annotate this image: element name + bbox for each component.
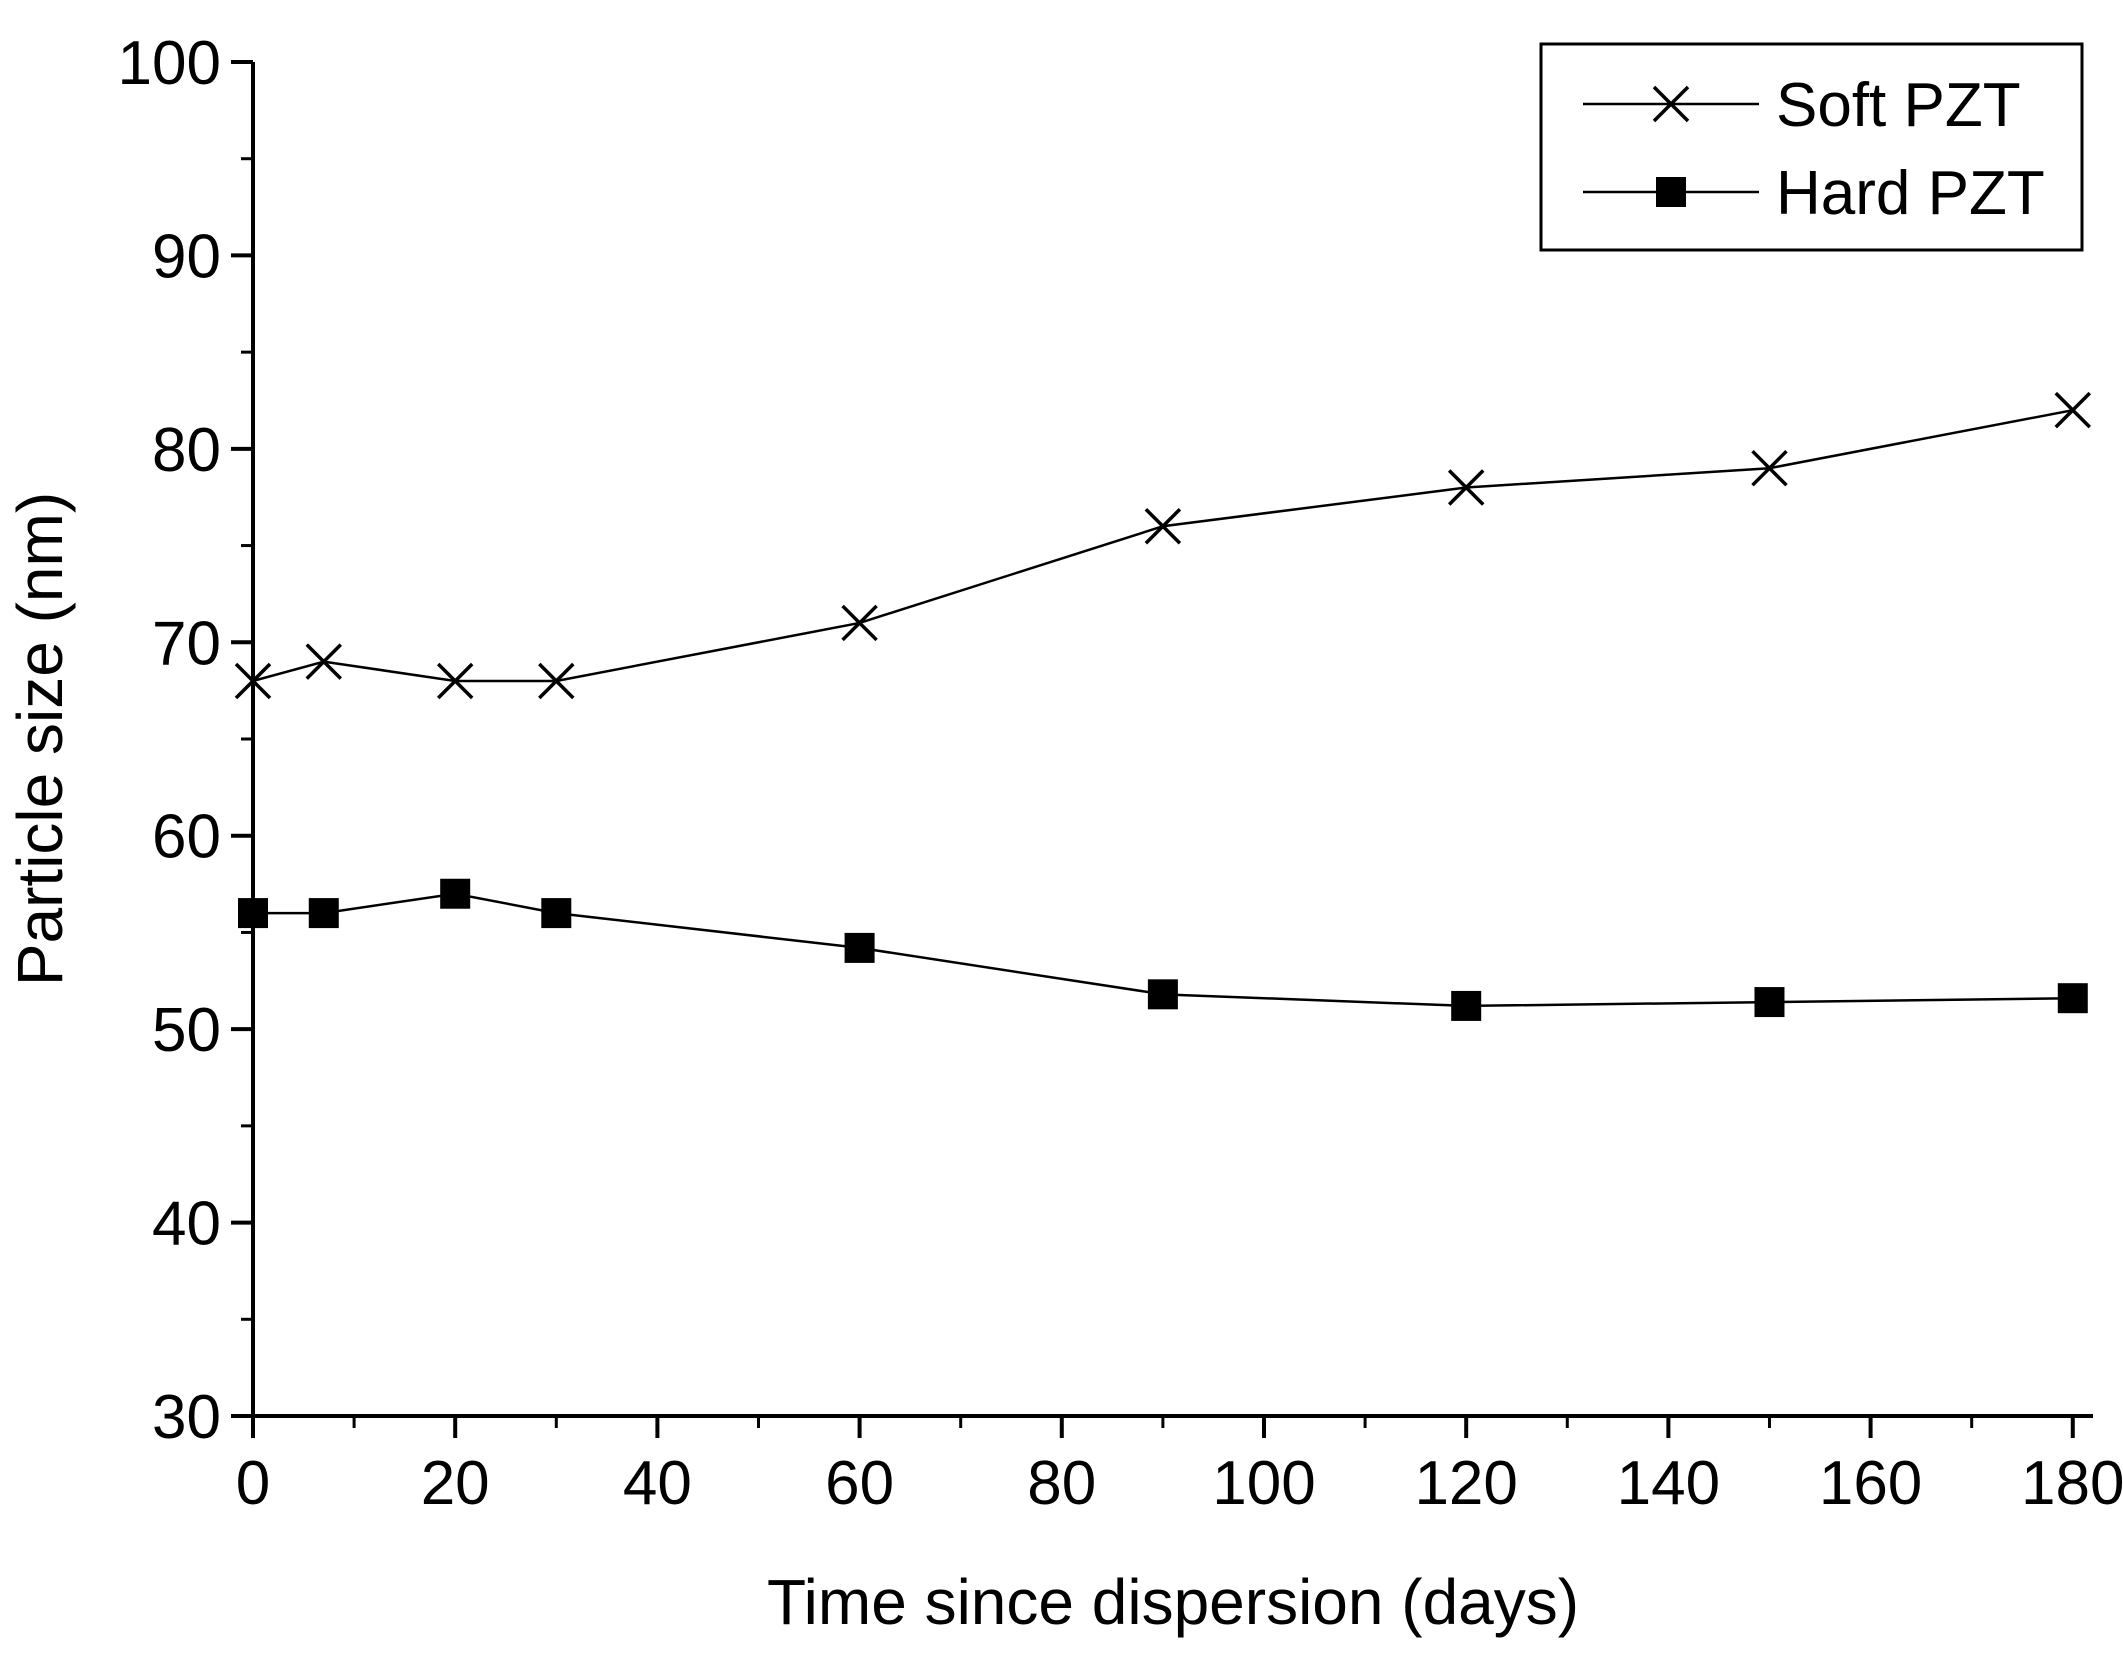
series-line <box>252 408 2074 683</box>
x-tick-label: 180 <box>2021 1449 2123 1518</box>
data-point <box>2057 983 2088 1014</box>
data-point <box>1447 469 1485 506</box>
data-point <box>1451 990 1482 1021</box>
data-point <box>2054 391 2092 429</box>
y-axis-title: Particle size (nm) <box>4 492 76 986</box>
data-point <box>1751 449 1788 487</box>
x-tick-label: 40 <box>623 1449 692 1518</box>
legend-label: Hard PZT <box>1776 159 2045 228</box>
data-point <box>538 662 575 700</box>
y-tick-label: 60 <box>152 803 221 872</box>
y-tick-label: 50 <box>152 996 221 1065</box>
y-tick-label: 30 <box>152 1383 221 1452</box>
x-tick-label: 0 <box>236 1449 270 1518</box>
legend-marker <box>1656 177 1686 207</box>
series-layer <box>234 391 2092 1021</box>
y-tick-label: 90 <box>152 222 221 291</box>
data-point <box>841 604 878 642</box>
legend-label: Soft PZT <box>1776 71 2021 140</box>
y-tick-label: 80 <box>152 416 221 485</box>
axes: 30 40 50 60 70 80 90 100 0 20 40 60 80 100 120 140 160 18… <box>118 29 2123 1518</box>
data-point <box>308 898 339 929</box>
legend-box <box>1539 42 2084 252</box>
series-hard-pzt <box>238 878 2088 1021</box>
y-tick-label: 40 <box>152 1190 221 1259</box>
legend-entry: Hard PZT <box>1583 159 2045 228</box>
x-tick-label: 100 <box>1212 1449 1315 1518</box>
data-point <box>436 662 474 700</box>
x-axis-title: Time since dispersion (days) <box>767 1566 1579 1638</box>
data-point <box>440 878 471 909</box>
x-tick-label: 80 <box>1027 1449 1096 1518</box>
data-point <box>1754 987 1785 1018</box>
y-tick-label: 100 <box>118 29 221 98</box>
data-point <box>541 898 572 929</box>
x-tick-label: 60 <box>825 1449 894 1518</box>
x-tick-label: 140 <box>1617 1449 1720 1518</box>
data-point <box>234 662 272 700</box>
data-point <box>1147 979 1178 1010</box>
legend-entry: Soft PZT <box>1583 71 2021 140</box>
legend: Soft PZT Hard PZT <box>1539 42 2084 252</box>
x-tick-label: 20 <box>421 1449 490 1518</box>
y-tick-label: 70 <box>152 609 221 678</box>
data-point <box>1144 507 1182 545</box>
legend-marker <box>1652 85 1690 123</box>
data-point <box>305 643 343 680</box>
data-point <box>238 898 268 929</box>
x-tick-label: 160 <box>1819 1449 1922 1518</box>
data-point <box>844 932 875 963</box>
series-soft-pzt <box>234 391 2092 700</box>
x-tick-label: 120 <box>1414 1449 1517 1518</box>
